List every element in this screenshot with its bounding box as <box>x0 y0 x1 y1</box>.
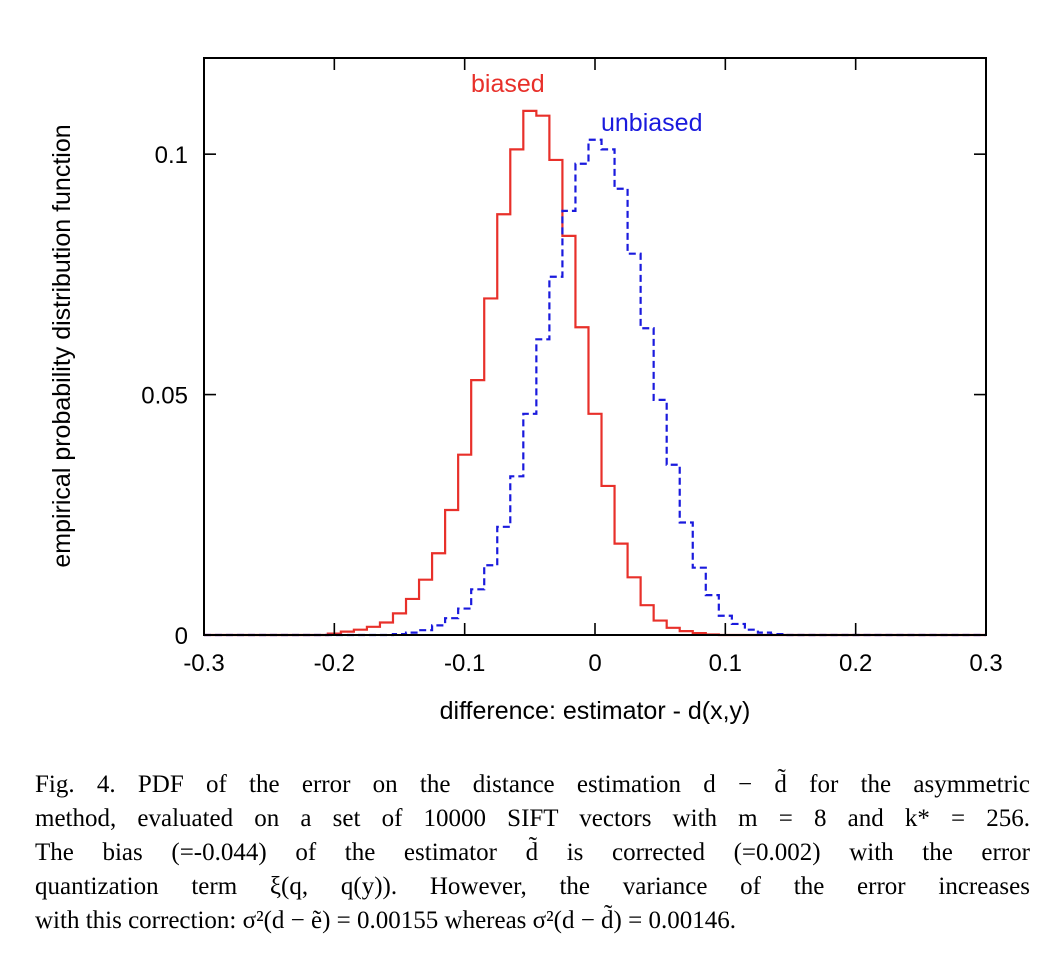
y-axis-title: empirical probability distribution funct… <box>48 124 76 567</box>
caption-line: with this correction: σ²(d − ẽ) = 0.0015… <box>35 907 736 934</box>
series-label-biased: biased <box>471 70 545 98</box>
caption-line: method, evaluated on a set of 10000 SIFT… <box>35 805 1030 832</box>
histogram-chart: -0.3 -0.2 -0.1 0 0.1 0.2 0.3 0 0.05 0.1 biased un… <box>48 57 1003 725</box>
figure-caption: Fig. 4. PDF of the error on the distance… <box>35 768 1030 938</box>
plot-frame <box>203 57 987 636</box>
x-tick-label: 0 <box>588 650 601 677</box>
series-layer <box>204 109 986 637</box>
x-tick-label: -0.2 <box>314 650 355 677</box>
series-line-unbiased <box>204 138 986 637</box>
series-label-unbiased: unbiased <box>601 109 702 137</box>
x-tick-label: -0.1 <box>444 650 485 677</box>
y-tick-label: 0.05 <box>141 383 188 410</box>
x-tick-label: 0.3 <box>969 650 1002 677</box>
y-tick-label: 0.1 <box>155 142 188 169</box>
x-tick-label: -0.3 <box>183 650 224 677</box>
series-line-biased <box>204 109 986 637</box>
ticks-layer: -0.3 -0.2 -0.1 0 0.1 0.2 0.3 0 0.05 0.1 <box>141 58 1003 677</box>
caption-line: The bias (=-0.044) of the estimator d̃ i… <box>35 839 1030 866</box>
x-tick-label: 0.1 <box>709 650 742 677</box>
caption-line: quantization term ξ(q, q(y)). However, t… <box>35 873 1030 900</box>
caption-line: Fig. 4. PDF of the error on the distance… <box>35 771 1030 798</box>
x-axis-title: difference: estimator - d(x,y) <box>440 697 751 725</box>
y-tick-label: 0 <box>175 623 188 650</box>
x-tick-label: 0.2 <box>839 650 872 677</box>
